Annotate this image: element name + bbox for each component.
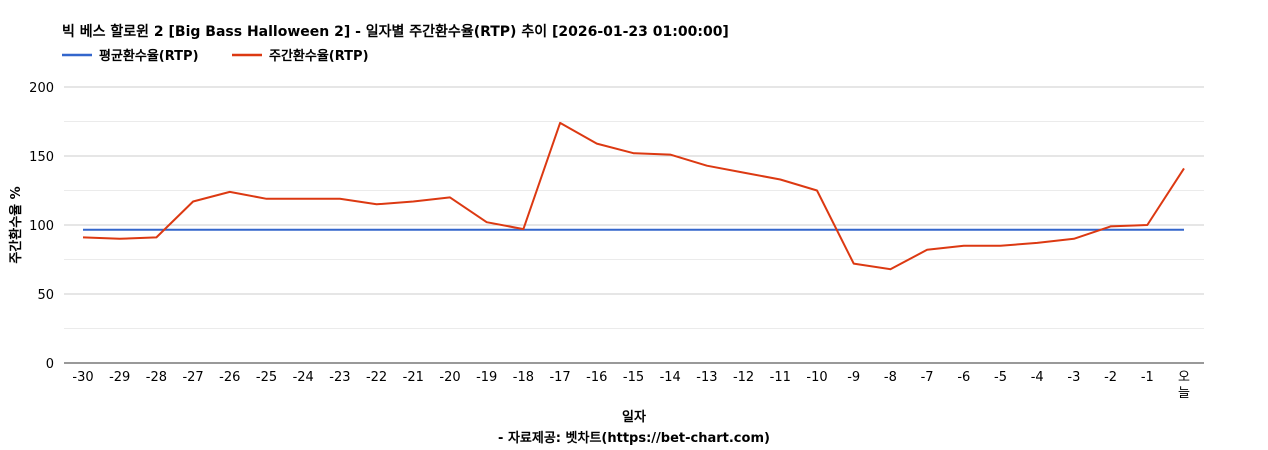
x-tick-label: -24: [293, 370, 314, 385]
y-tick-label: 150: [29, 150, 54, 165]
x-axis-ticks: -30 -29 -28 -27 -26 -25 -24 -23 -22 -21 -20 -19 -18-…: [72, 370, 1190, 401]
x-tick-label: -16: [586, 370, 607, 385]
x-tick-label: -27: [182, 370, 203, 385]
x-tick-label: -26: [219, 370, 240, 385]
x-tick-label: -11: [770, 370, 791, 385]
x-tick-label: -19: [476, 370, 497, 385]
x-tick-label: -29: [109, 370, 130, 385]
source-credit: - 자료제공: 벳차트(https://bet-chart.com): [498, 430, 770, 446]
y-axis-label: 주간환수율 %: [8, 186, 24, 263]
x-tick-label: -17: [549, 370, 570, 385]
x-tick-label: -10: [806, 370, 827, 385]
y-tick-label: 0: [46, 357, 54, 372]
x-tick-label: -2: [1104, 370, 1117, 385]
legend: 평균환수율(RTP) 주간환수율(RTP): [62, 48, 369, 64]
x-tick-label: -8: [884, 370, 897, 385]
x-tick-label: -3: [1067, 370, 1080, 385]
x-tick-label: -22: [366, 370, 387, 385]
series-line-weekly-rtp: [82, 121, 1185, 271]
x-axis-label: 일자: [622, 410, 646, 425]
legend-label-weekly: 주간환수율(RTP): [269, 48, 369, 64]
x-tick-label: -6: [957, 370, 970, 385]
x-tick-label: -12: [733, 370, 754, 385]
x-tick-label: -25: [256, 370, 277, 385]
x-tick-label: -21: [403, 370, 424, 385]
x-tick-label: -18: [513, 370, 534, 385]
x-tick-label: -7: [921, 370, 934, 385]
y-tick-label: 100: [29, 219, 54, 234]
y-tick-label: 50: [37, 288, 54, 303]
chart-title: 빅 베스 할로윈 2 [Big Bass Halloween 2] - 일자별 …: [62, 23, 729, 40]
x-tick-label: -4: [1031, 370, 1044, 385]
x-tick-label: -14: [660, 370, 681, 385]
gridlines: [64, 86, 1204, 329]
x-tick-label: -23: [329, 370, 350, 385]
y-axis-ticks: 0 50 100 150 200: [29, 81, 54, 372]
x-tick-label: -13: [696, 370, 717, 385]
x-tick-label: -9: [847, 370, 860, 385]
x-tick-label: -15: [623, 370, 644, 385]
y-tick-label: 200: [29, 81, 54, 96]
x-tick-label: -20: [439, 370, 460, 385]
x-tick-label: -28: [146, 370, 167, 385]
x-tick-label: -30: [72, 370, 93, 385]
series-lines: [82, 121, 1185, 271]
x-tick-label: -5: [994, 370, 1007, 385]
legend-label-avg: 평균환수율(RTP): [99, 48, 199, 64]
x-tick-label: -1: [1141, 370, 1154, 385]
